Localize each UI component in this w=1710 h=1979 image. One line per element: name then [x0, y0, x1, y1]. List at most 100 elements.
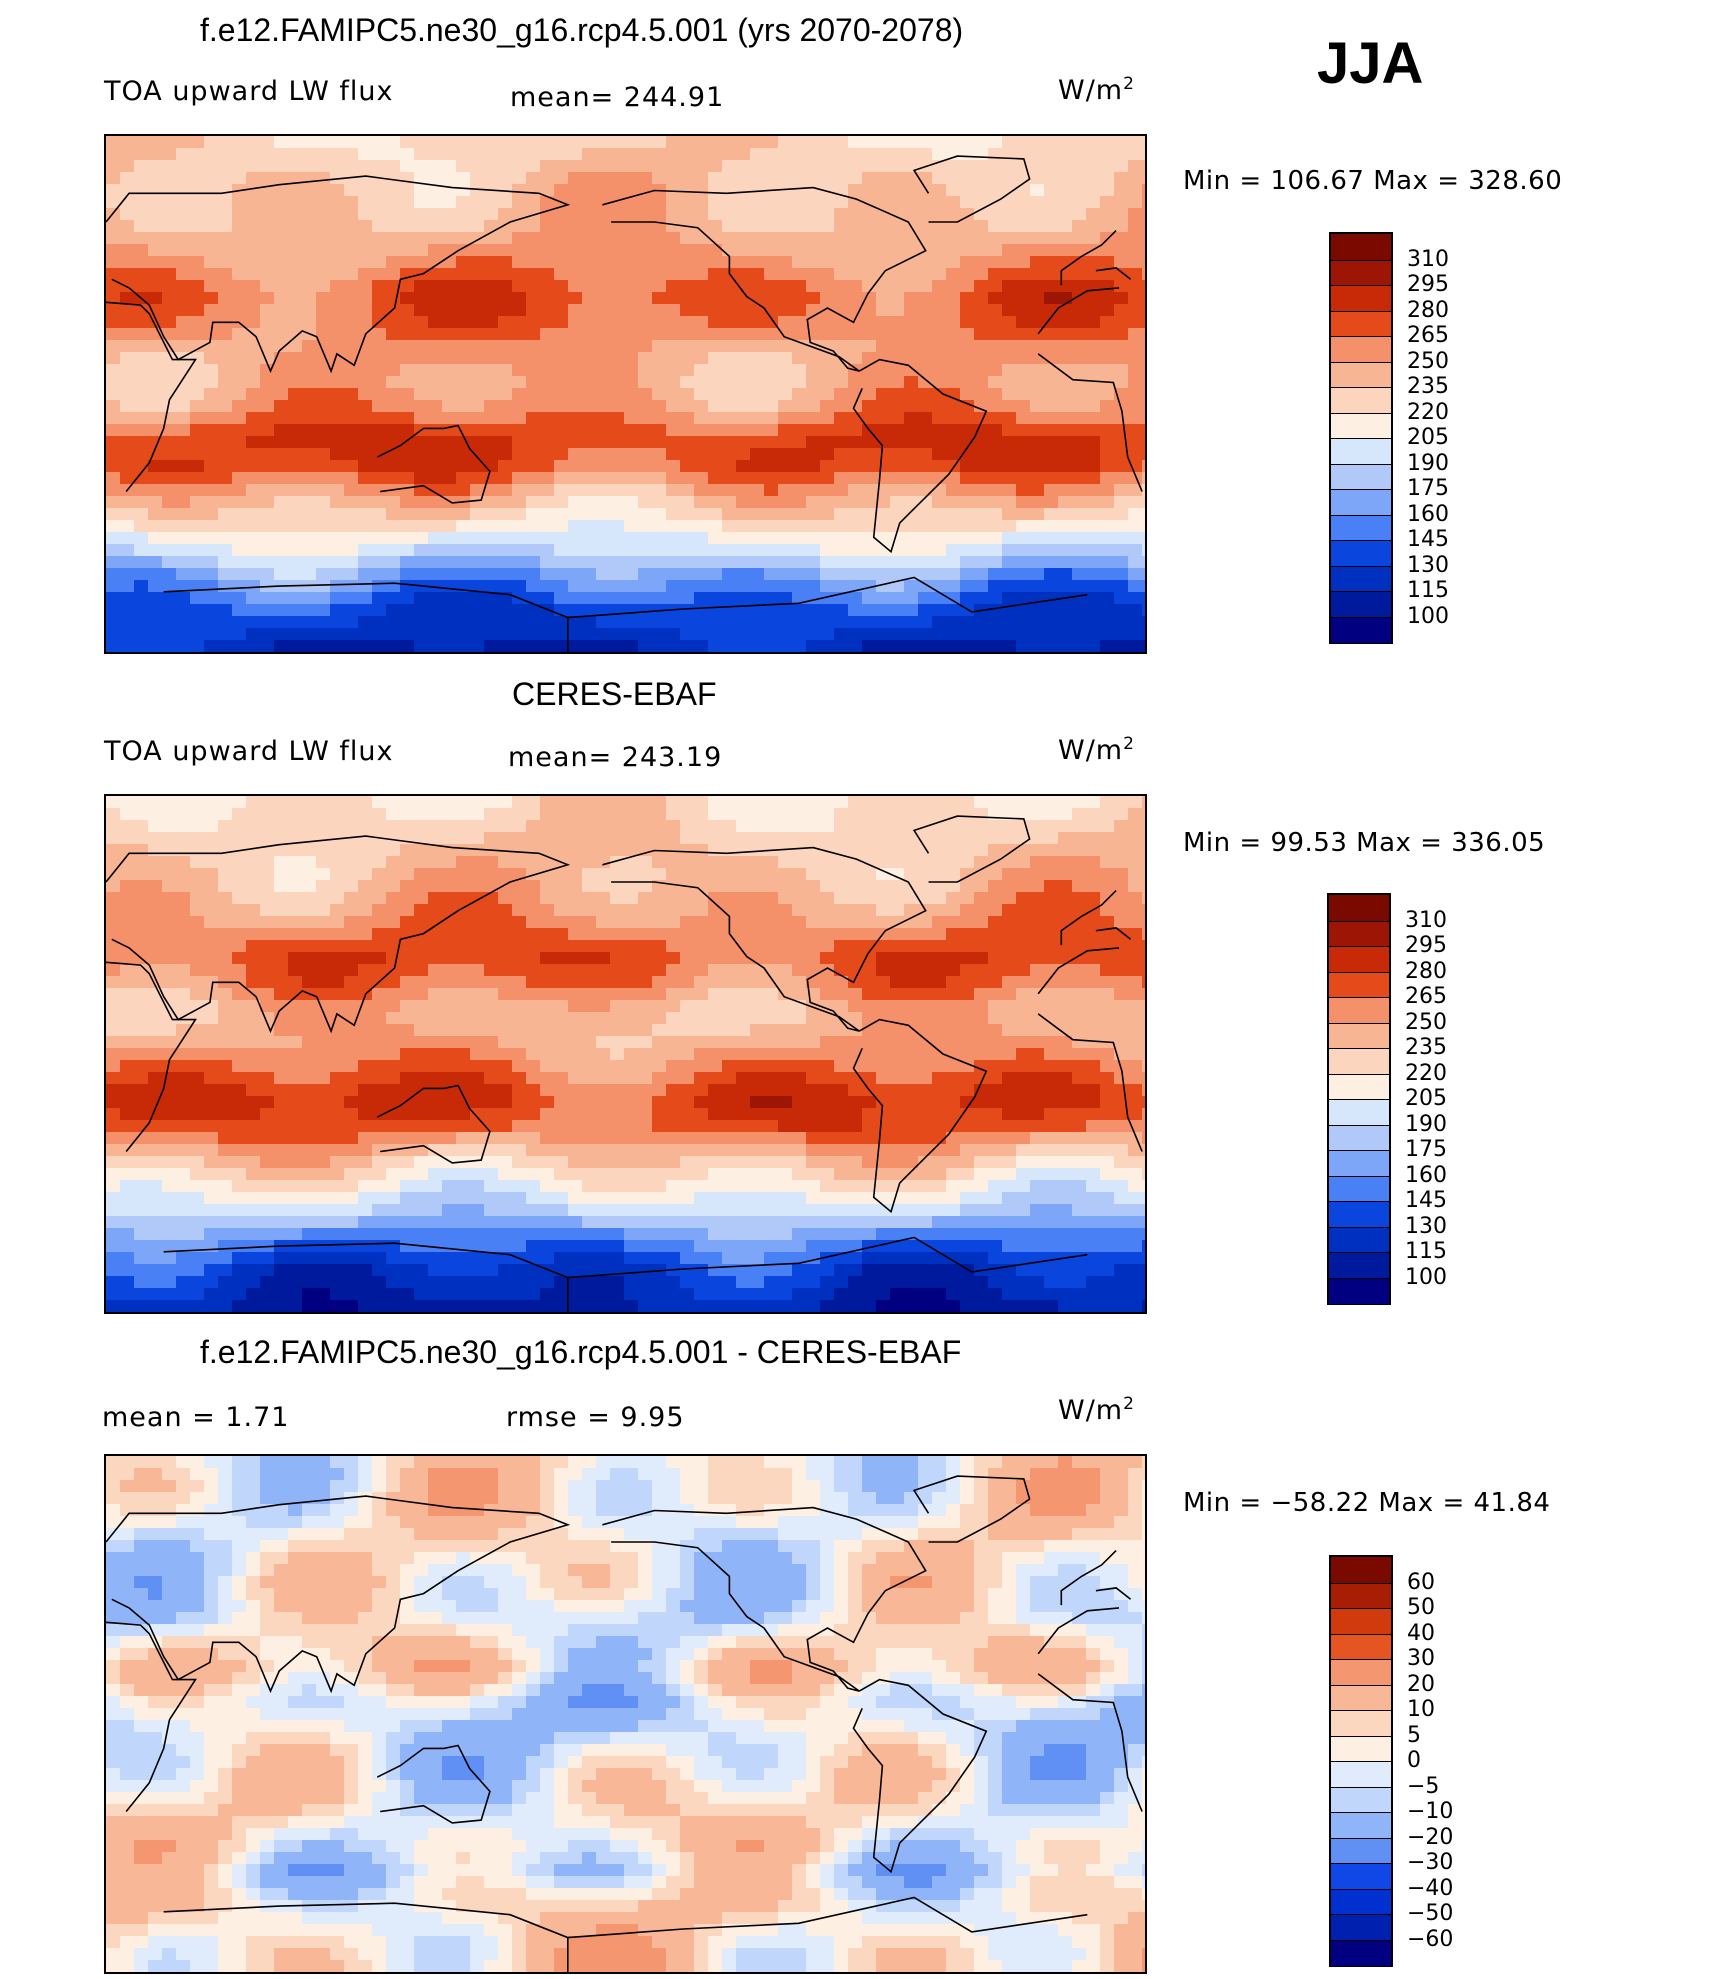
map-cell: [218, 892, 233, 905]
map-cell: [204, 1048, 219, 1061]
map-cell: [1044, 856, 1059, 869]
panel-1-map: [104, 134, 1147, 654]
map-cell: [232, 556, 247, 569]
map-cell: [330, 316, 345, 329]
map-cell: [988, 640, 1003, 652]
map-cell: [722, 304, 737, 317]
map-cell: [652, 268, 667, 281]
map-cell: [162, 172, 177, 185]
map-cell: [890, 388, 905, 401]
map-cell: [148, 964, 163, 977]
colorbar-box: [1331, 463, 1391, 490]
map-cell: [750, 412, 765, 425]
map-cell: [176, 820, 191, 833]
map-cell: [792, 364, 807, 377]
map-cell: [1002, 280, 1017, 293]
colorbar-box: [1331, 616, 1391, 643]
map-cell: [582, 556, 597, 569]
map-cell: [1142, 508, 1145, 521]
map-cell: [1142, 952, 1145, 965]
map-cell: [176, 400, 191, 413]
map-cell: [722, 136, 737, 149]
map-cell: [1058, 232, 1073, 245]
map-cell: [764, 628, 779, 641]
map-cell: [960, 304, 975, 317]
map-cell: [204, 436, 219, 449]
map-cell: [722, 568, 737, 581]
map-cell: [918, 412, 933, 425]
map-cell: [344, 448, 359, 461]
map-cell: [960, 352, 975, 365]
map-cell: [1086, 592, 1101, 605]
map-cell: [176, 868, 191, 881]
map-cell: [582, 364, 597, 377]
map-cell: [288, 1024, 303, 1037]
map-cell: [778, 436, 793, 449]
map-cell: [1002, 496, 1017, 509]
map-cell: [596, 1036, 611, 1049]
map-cell: [596, 196, 611, 209]
map-cell: [358, 412, 373, 425]
map-cell: [694, 316, 709, 329]
map-cell: [750, 316, 765, 329]
map-cell: [120, 568, 135, 581]
map-cell: [1002, 880, 1017, 893]
map-cell: [680, 544, 695, 557]
map-cell: [288, 268, 303, 281]
map-cell: [344, 580, 359, 593]
map-cell: [778, 364, 793, 377]
map-cell: [442, 376, 457, 389]
map-cell: [428, 844, 443, 857]
map-cell: [876, 1060, 891, 1073]
map-cell: [134, 628, 149, 641]
map-cell: [596, 952, 611, 965]
map-cell: [302, 628, 317, 641]
map-cell: [162, 508, 177, 521]
map-cell: [358, 316, 373, 329]
map-cell: [442, 196, 457, 209]
map-cell: [1030, 328, 1045, 341]
map-cell: [932, 1060, 947, 1073]
map-cell: [764, 916, 779, 929]
map-cell: [428, 508, 443, 521]
map-cell: [876, 388, 891, 401]
map-cell: [540, 1024, 555, 1037]
map-cell: [1114, 964, 1129, 977]
map-cell: [470, 184, 485, 197]
map-cell: [330, 388, 345, 401]
map-cell: [834, 364, 849, 377]
map-cell: [106, 292, 121, 305]
map-cell: [246, 916, 261, 929]
map-cell: [1128, 316, 1143, 329]
map-cell: [792, 292, 807, 305]
map-cell: [204, 244, 219, 257]
map-cell: [386, 940, 401, 953]
map-cell: [358, 472, 373, 485]
map-cell: [932, 400, 947, 413]
map-cell: [988, 220, 1003, 233]
map-cell: [876, 412, 891, 425]
map-cell: [148, 208, 163, 221]
map-cell: [568, 184, 583, 197]
map-cell: [610, 568, 625, 581]
map-cell: [498, 604, 513, 617]
map-cell: [582, 472, 597, 485]
map-cell: [946, 400, 961, 413]
map-cell: [820, 208, 835, 221]
map-cell: [680, 940, 695, 953]
map-cell: [862, 556, 877, 569]
map-cell: [1114, 280, 1129, 293]
map-cell: [456, 280, 471, 293]
map-cell: [344, 604, 359, 617]
map-cell: [344, 592, 359, 605]
map-cell: [512, 448, 527, 461]
map-cell: [162, 856, 177, 869]
map-cell: [610, 148, 625, 161]
map-cell: [372, 964, 387, 977]
map-cell: [736, 520, 751, 533]
map-cell: [680, 472, 695, 485]
map-cell: [652, 952, 667, 965]
map-cell: [666, 268, 681, 281]
map-cell: [792, 424, 807, 437]
map-cell: [344, 1060, 359, 1073]
